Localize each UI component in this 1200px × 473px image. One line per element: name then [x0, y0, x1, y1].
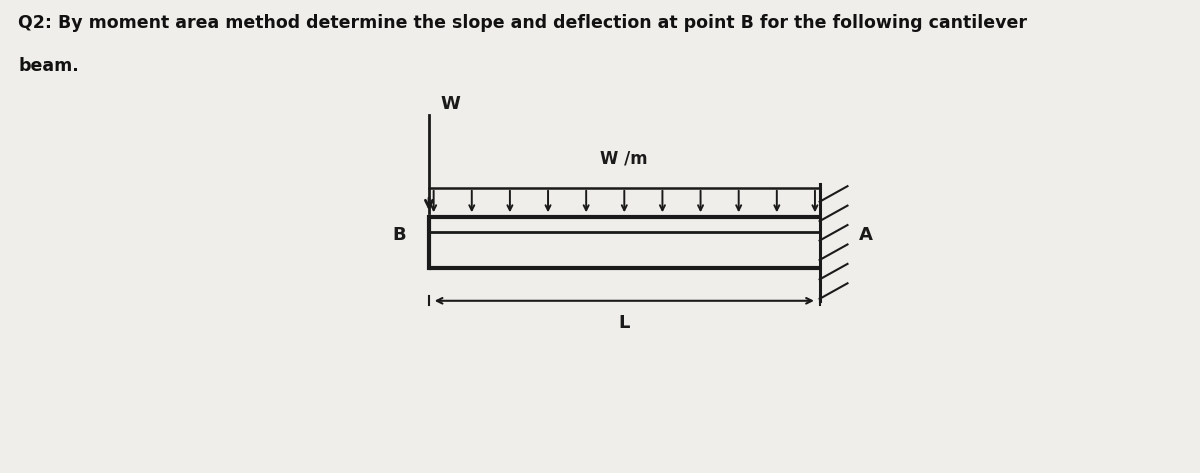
Text: Q2: By moment area method determine the slope and deflection at point B for the : Q2: By moment area method determine the … — [18, 14, 1027, 32]
Text: A: A — [859, 226, 872, 244]
Text: W /m: W /m — [600, 150, 648, 168]
Text: B: B — [392, 226, 406, 244]
Text: beam.: beam. — [18, 57, 79, 75]
Text: W: W — [440, 95, 460, 113]
Text: L: L — [619, 314, 630, 332]
